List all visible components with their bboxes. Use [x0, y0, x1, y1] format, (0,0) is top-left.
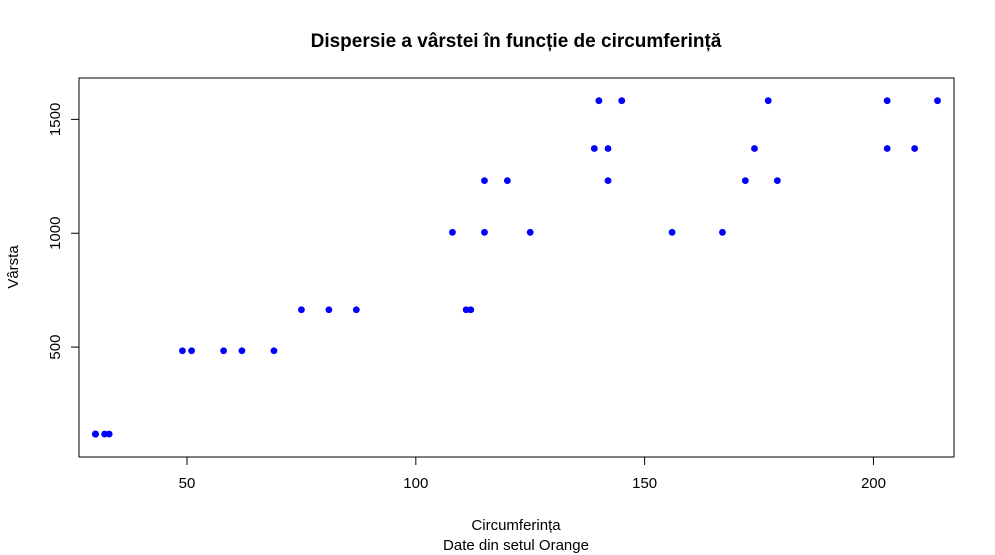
- data-point: [188, 347, 195, 355]
- data-point: [618, 97, 626, 105]
- data-point: [668, 228, 676, 236]
- data-point: [270, 347, 278, 355]
- chart-subtitle: Date din setul Orange: [443, 537, 589, 554]
- data-point: [298, 306, 305, 314]
- data-points: [92, 97, 941, 438]
- data-point: [764, 97, 772, 105]
- data-point: [590, 145, 598, 152]
- data-point: [526, 228, 534, 236]
- chart-title: Dispersie a vârstei în funcție de circum…: [311, 31, 722, 52]
- data-point: [883, 145, 891, 152]
- data-point: [101, 430, 109, 438]
- data-point: [883, 97, 891, 105]
- x-tick-label: 150: [632, 475, 657, 492]
- data-point: [751, 145, 758, 152]
- data-point: [325, 306, 333, 314]
- data-point: [220, 347, 228, 355]
- y-tick-label: 1000: [47, 217, 64, 250]
- x-tick-label: 200: [861, 475, 886, 492]
- data-point: [481, 177, 488, 185]
- y-axis-label: Vârsta: [5, 245, 22, 289]
- data-point: [911, 145, 919, 152]
- data-point: [352, 306, 360, 314]
- y-tick-label: 1500: [47, 103, 64, 136]
- data-point: [719, 228, 726, 236]
- x-axis-label: Circumferința: [471, 517, 561, 534]
- data-point: [604, 177, 612, 185]
- y-tick-label: 500: [47, 335, 64, 360]
- data-point: [238, 347, 246, 355]
- data-point: [773, 177, 781, 185]
- x-axis: 50 100 150 200: [179, 456, 886, 492]
- data-point: [481, 228, 488, 236]
- plot-box: [78, 77, 955, 458]
- data-point: [449, 228, 456, 236]
- data-point: [595, 97, 603, 105]
- x-tick-label: 50: [179, 475, 196, 492]
- data-point: [934, 97, 941, 105]
- data-point: [741, 177, 749, 185]
- data-point: [503, 177, 511, 185]
- data-point: [604, 145, 612, 152]
- data-point: [467, 306, 475, 314]
- y-axis: 500 1000 1500: [47, 103, 80, 360]
- data-point: [179, 347, 186, 355]
- x-tick-label: 100: [403, 475, 428, 492]
- data-point: [92, 430, 99, 438]
